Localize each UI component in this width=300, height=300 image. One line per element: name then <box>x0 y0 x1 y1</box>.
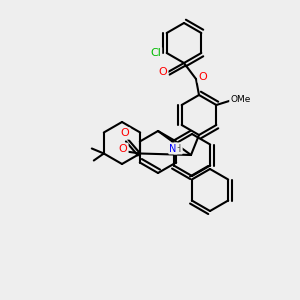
Text: H: H <box>174 143 182 154</box>
Text: O: O <box>159 67 167 77</box>
Text: O: O <box>119 144 128 154</box>
Text: N: N <box>169 143 177 154</box>
Text: O: O <box>121 128 130 139</box>
Text: OMe: OMe <box>230 95 250 104</box>
Text: Cl: Cl <box>150 48 161 58</box>
Text: O: O <box>199 72 207 82</box>
